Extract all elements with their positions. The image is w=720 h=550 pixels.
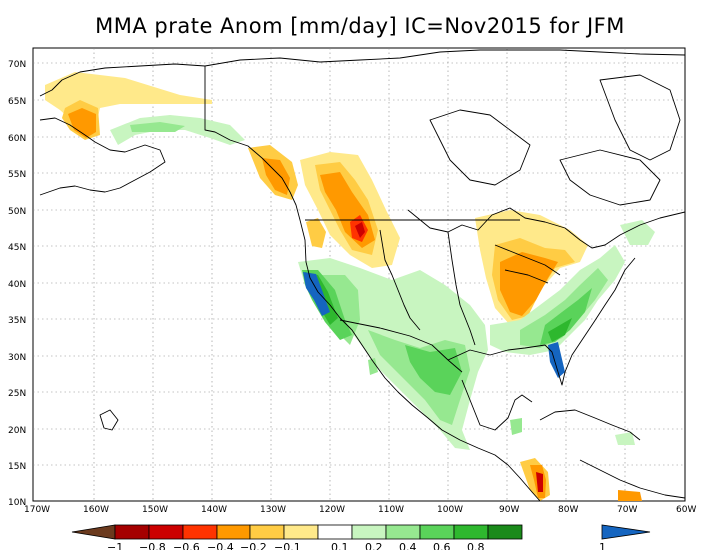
colorbar-swatch — [182, 524, 218, 540]
colorbar-label: 0.6 — [433, 541, 451, 550]
colorbar-label: −0.2 — [240, 541, 267, 550]
lat-label: 70N — [8, 60, 26, 70]
lat-label: 25N — [8, 389, 26, 399]
colorbar-labels: −1 −0.8 −0.6 −0.4 −0.2 −0.1 0.1 0.2 0.4 … — [107, 541, 606, 550]
colorbar-swatch — [351, 524, 387, 540]
wet-extremes — [303, 272, 565, 378]
colorbar-swatch — [148, 524, 184, 540]
lat-label: 50N — [8, 207, 26, 217]
colorbar-swatch — [114, 524, 150, 540]
lon-label: 150W — [142, 505, 168, 515]
coastlines — [39, 49, 686, 502]
lon-label: 120W — [319, 505, 345, 515]
colorbar-swatch — [601, 524, 651, 540]
lat-label: 35N — [8, 316, 26, 326]
colorbar-label: 0.8 — [467, 541, 485, 550]
lat-label: 30N — [8, 353, 26, 363]
colorbar-swatch — [216, 524, 251, 540]
colorbar-swatch — [487, 524, 523, 540]
colorbar-label: −0.4 — [207, 541, 234, 550]
colorbar-swatch — [385, 524, 421, 540]
colorbar-swatch — [419, 524, 455, 540]
colorbar-swatch — [453, 524, 489, 540]
colorbar-label: 1 — [599, 541, 606, 550]
colorbar-label: −0.1 — [274, 541, 301, 550]
lon-label: 100W — [437, 505, 463, 515]
lon-label: 80W — [558, 505, 578, 515]
lat-label: 40N — [8, 280, 26, 290]
colorbar-label: −1 — [107, 541, 123, 550]
colorbar-swatch — [317, 524, 353, 540]
lon-label: 70W — [617, 505, 637, 515]
lon-label: 130W — [260, 505, 286, 515]
lon-label: 90W — [499, 505, 519, 515]
lon-label: 110W — [378, 505, 404, 515]
lat-label: 55N — [8, 170, 26, 180]
dry-anomalies — [45, 72, 642, 501]
lon-label: 170W — [24, 505, 50, 515]
lat-label: 15N — [8, 462, 26, 472]
lon-label: 140W — [201, 505, 227, 515]
lon-label: 60W — [676, 505, 696, 515]
colorbar-swatch — [283, 524, 319, 540]
lon-label: 160W — [83, 505, 109, 515]
lon-labels: 170W 160W 150W 140W 130W 120W 110W 100W … — [24, 505, 696, 515]
colorbar — [71, 524, 651, 540]
colorbar-label: −0.8 — [139, 541, 166, 550]
lat-label: 10N — [8, 498, 26, 508]
lat-label: 65N — [8, 97, 26, 107]
colorbar-label: 0.4 — [399, 541, 417, 550]
colorbar-label: −0.6 — [173, 541, 200, 550]
colorbar-swatch — [71, 524, 116, 540]
lat-label: 20N — [8, 426, 26, 436]
lat-label: 60N — [8, 134, 26, 144]
colorbar-swatch — [249, 524, 285, 540]
colorbar-label: 0.2 — [365, 541, 383, 550]
map-title: MMA prate Anom [mm/day] IC=Nov2015 for J… — [95, 14, 625, 38]
lat-label: 45N — [8, 243, 26, 253]
colorbar-label: 0.1 — [331, 541, 349, 550]
lat-labels: 70N 65N 60N 55N 50N 45N 40N 35N 30N 25N … — [8, 60, 26, 508]
